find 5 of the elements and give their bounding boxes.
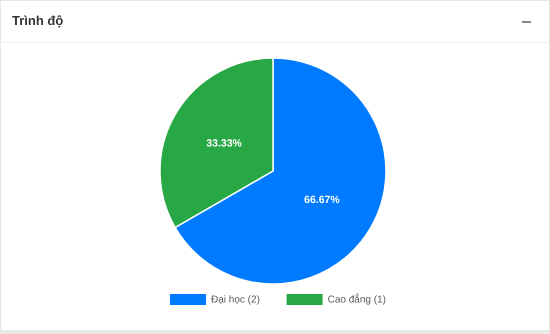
text: Trình độ [12, 13, 64, 28]
data-label: 66.67% [304, 194, 340, 206]
legend-label: Đại học (2) [211, 294, 260, 306]
data-label: 33.33% [206, 137, 243, 150]
legend-label: Cao đẳng (1) [328, 294, 386, 306]
